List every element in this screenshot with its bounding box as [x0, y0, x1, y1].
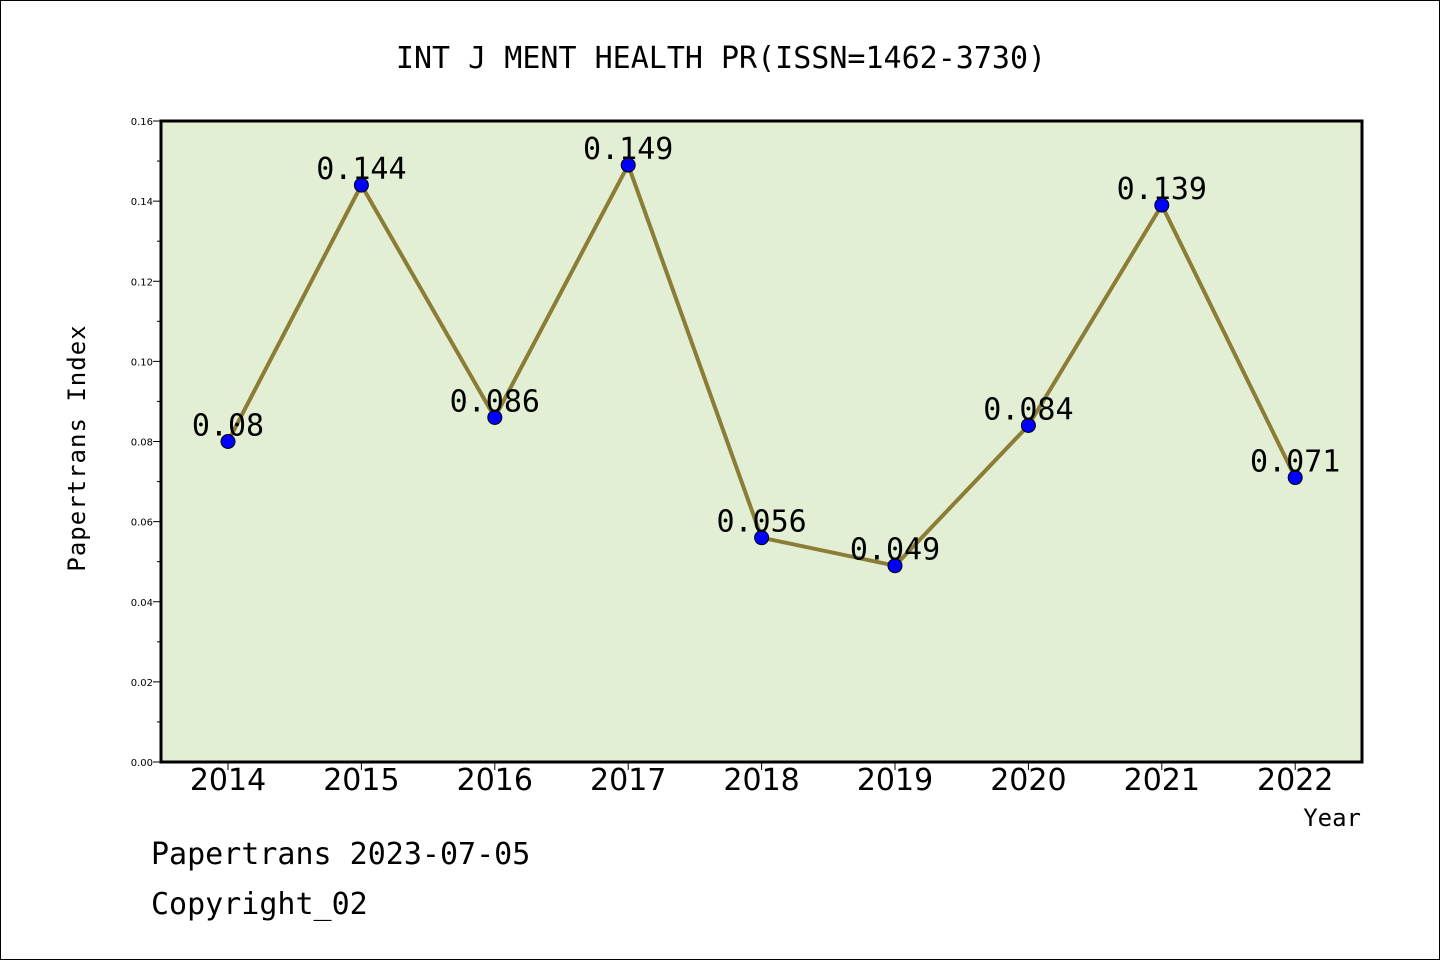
x-tick-label: 2016 — [457, 763, 533, 798]
x-tick-label: 2019 — [857, 763, 933, 798]
y-axis-label: Papertrans Index — [63, 324, 91, 571]
y-tick-label: 0.08 — [131, 438, 153, 449]
y-tick-label: 0.00 — [131, 758, 153, 769]
footer-copyright: Copyright_02 — [151, 887, 368, 922]
data-label: 0.084 — [983, 392, 1073, 427]
x-tick-label: 2017 — [590, 763, 666, 798]
data-label: 0.056 — [716, 505, 806, 540]
x-tick-label: 2021 — [1124, 763, 1200, 798]
y-tick-label: 0.10 — [131, 357, 153, 368]
data-label: 0.144 — [316, 152, 406, 187]
data-point — [1020, 417, 1036, 433]
data-point — [887, 558, 903, 574]
plot-area — [159, 119, 1364, 764]
data-label: 0.071 — [1250, 445, 1340, 480]
data-point — [353, 177, 369, 193]
data-label: 0.049 — [850, 533, 940, 568]
y-tick-label: 0.14 — [131, 197, 153, 208]
data-label: 0.149 — [583, 132, 673, 167]
footer-date: Papertrans 2023-07-05 — [151, 837, 531, 872]
data-point — [1154, 197, 1170, 213]
x-tick-label: 2022 — [1257, 763, 1333, 798]
y-tick-label: 0.06 — [131, 518, 153, 529]
data-label: 0.086 — [450, 384, 540, 419]
y-tick-label: 0.12 — [131, 277, 153, 288]
chart-title: INT J MENT HEALTH PR(ISSN=1462-3730) — [396, 41, 1046, 76]
data-label: 0.139 — [1117, 172, 1207, 207]
data-point — [1287, 470, 1303, 486]
data-point — [620, 157, 636, 173]
x-tick-label: 2015 — [323, 763, 399, 798]
data-point — [220, 434, 236, 449]
y-tick-label: 0.02 — [131, 678, 153, 689]
y-tick-label: 0.16 — [131, 117, 153, 128]
x-axis-label: Year — [1303, 804, 1361, 832]
x-tick-label: 2014 — [190, 763, 266, 798]
data-point — [487, 409, 503, 425]
data-point — [754, 530, 770, 546]
data-label: 0.08 — [192, 409, 264, 444]
x-tick-label: 2020 — [990, 763, 1066, 798]
x-tick-label: 2018 — [723, 763, 799, 798]
y-tick-label: 0.04 — [131, 598, 153, 609]
